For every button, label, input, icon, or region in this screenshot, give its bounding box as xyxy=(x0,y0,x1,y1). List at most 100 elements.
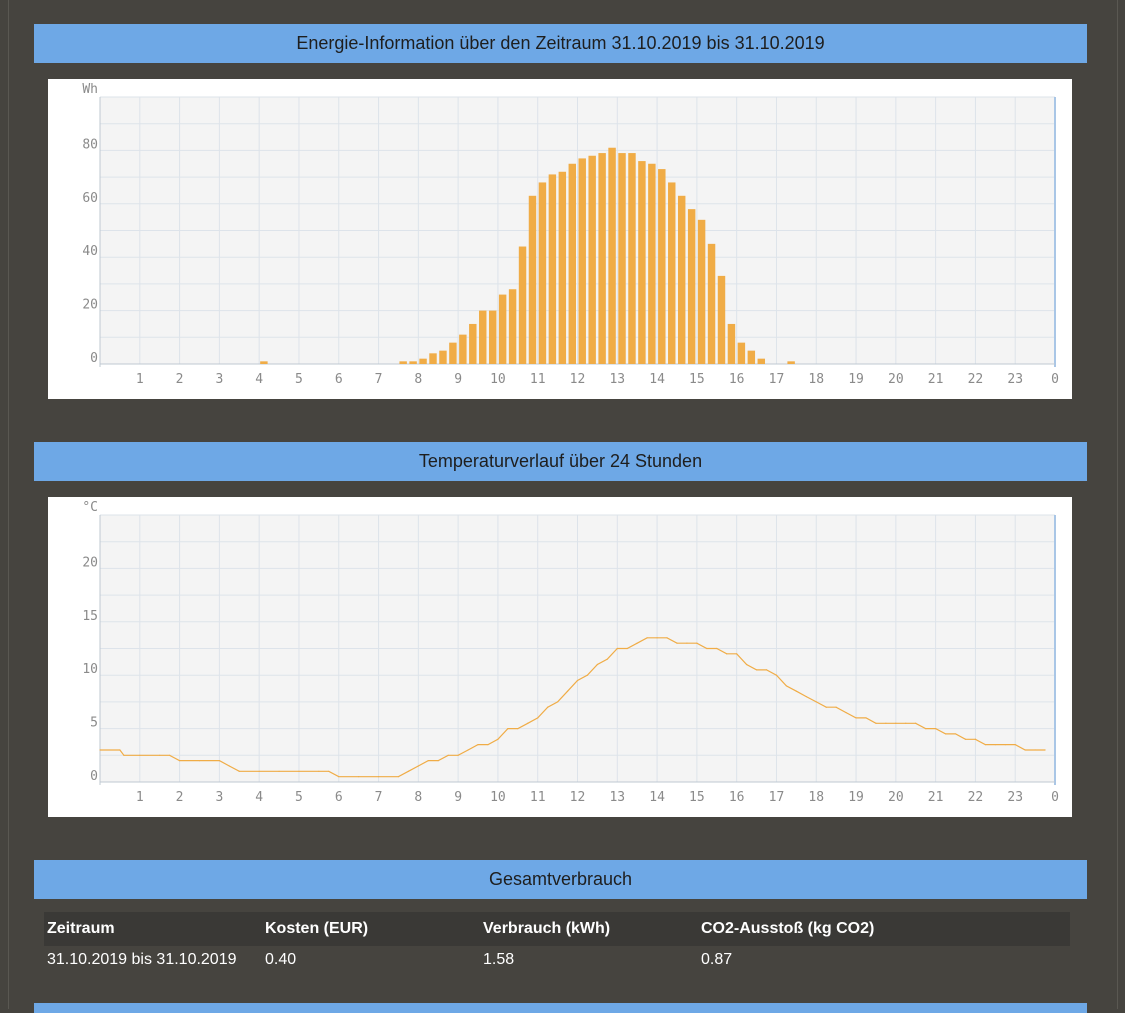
x-tick-label: 13 xyxy=(609,372,625,387)
energy-bar xyxy=(568,163,576,364)
temperature-point xyxy=(994,744,996,746)
y-tick-label: 0 xyxy=(90,351,98,366)
temperature-point xyxy=(123,754,125,756)
energy-bar xyxy=(658,169,666,364)
energy-bar xyxy=(668,182,676,364)
temperature-point xyxy=(447,754,449,756)
energy-bar xyxy=(459,334,467,364)
energy-bar xyxy=(419,358,427,364)
x-tick-label: 2 xyxy=(176,372,184,387)
temperature-point xyxy=(726,653,728,655)
energy-bar xyxy=(757,358,766,364)
temperature-point xyxy=(656,637,658,639)
x-tick-label: 18 xyxy=(808,790,824,805)
x-tick-label: 0 xyxy=(1051,790,1059,805)
x-tick-label: 1 xyxy=(136,372,144,387)
temperature-point xyxy=(437,760,439,762)
x-tick-label: 23 xyxy=(1007,372,1023,387)
x-tick-label: 12 xyxy=(570,790,586,805)
temperature-point xyxy=(338,776,340,778)
temperature-point xyxy=(875,722,877,724)
temperature-point xyxy=(1044,749,1046,751)
column-header-verbrauch: Verbrauch (kWh) xyxy=(480,912,698,946)
temperature-point xyxy=(169,754,171,756)
temperature-point xyxy=(805,695,807,698)
temperature-point xyxy=(785,685,788,687)
temperature-point xyxy=(328,770,330,772)
temperature-point xyxy=(586,674,589,676)
energy-bar xyxy=(638,161,646,364)
energy-bar xyxy=(578,158,586,364)
y-tick-label: 5 xyxy=(90,716,98,731)
energy-bar xyxy=(648,163,656,364)
x-tick-label: 11 xyxy=(530,790,546,805)
temperature-point xyxy=(99,749,101,751)
x-tick-label: 20 xyxy=(888,790,904,805)
y-tick-label: 40 xyxy=(82,244,98,259)
temperature-point xyxy=(278,770,280,772)
temperature-point xyxy=(954,733,957,735)
temperature-point xyxy=(547,706,549,708)
temperature-point xyxy=(696,642,698,644)
temperature-point xyxy=(507,728,509,730)
energy-bar xyxy=(498,294,507,364)
x-tick-label: 7 xyxy=(375,372,383,387)
x-tick-label: 4 xyxy=(255,790,263,805)
temperature-point xyxy=(318,770,320,772)
cell-co2: 0.87 xyxy=(701,951,733,968)
x-tick-label: 22 xyxy=(968,790,984,805)
energy-bar xyxy=(399,361,407,364)
temperature-point xyxy=(765,669,768,671)
temperature-section-header: Temperaturverlauf über 24 Stunden xyxy=(34,442,1087,481)
temperature-point xyxy=(517,728,519,730)
x-tick-label: 15 xyxy=(689,790,705,805)
temperature-point xyxy=(417,765,419,767)
x-tick-label: 10 xyxy=(490,790,506,805)
energy-bar xyxy=(608,147,616,364)
x-tick-label: 17 xyxy=(769,372,785,387)
summary-header-row: Zeitraum Kosten (EUR) Verbrauch (kWh) CO… xyxy=(44,912,1070,946)
temperature-point xyxy=(358,776,360,778)
temperature-point xyxy=(855,717,857,719)
table-row: 31.10.2019 bis 31.10.2019 0.40 1.58 0.87 xyxy=(44,946,1070,974)
temperature-point xyxy=(865,717,867,719)
temperature-chart: 0 5 10 15 20 °C 1 2 3 4 5 6 7 8 9 10 11 12 13 14 15 16 17 18 19 2… xyxy=(48,497,1072,817)
temperature-point xyxy=(686,642,688,644)
y-tick-label: 80 xyxy=(82,137,98,152)
energy-bar xyxy=(747,350,756,364)
temperature-point xyxy=(467,749,469,751)
energy-bar xyxy=(548,174,557,364)
summary-table-wrap: Zeitraum Kosten (EUR) Verbrauch (kWh) CO… xyxy=(44,912,1070,974)
temperature-point xyxy=(198,760,201,762)
temperature-point xyxy=(407,770,409,772)
energy-bar xyxy=(409,361,417,364)
energy-bar xyxy=(538,182,547,364)
temperature-point xyxy=(746,663,748,666)
temperature-point xyxy=(964,738,967,740)
cell-kosten: 0.40 xyxy=(265,951,297,968)
x-tick-label: 17 xyxy=(769,790,785,805)
x-tick-label: 19 xyxy=(848,790,864,805)
summary-section-header: Gesamtverbrauch xyxy=(34,860,1087,899)
temperature-point xyxy=(159,754,161,756)
x-tick-label: 1 xyxy=(136,790,144,805)
temperature-point xyxy=(885,722,887,724)
temperature-point xyxy=(915,722,917,724)
temperature-point xyxy=(1004,744,1006,746)
x-tick-label: 21 xyxy=(928,372,944,387)
temperature-point xyxy=(676,642,678,644)
energy-bar xyxy=(787,361,795,364)
x-tick-label: 12 xyxy=(570,372,586,387)
energy-bar xyxy=(588,155,596,364)
temperature-point xyxy=(228,765,230,767)
y-tick-label: 15 xyxy=(82,609,98,624)
temperature-point xyxy=(119,749,121,751)
temperature-point xyxy=(825,706,827,708)
y-axis-unit-label: Wh xyxy=(82,82,98,97)
column-header-zeitraum: Zeitraum xyxy=(44,912,262,946)
x-tick-label: 0 xyxy=(1051,372,1059,387)
temperature-point xyxy=(935,728,937,730)
energy-bar xyxy=(618,153,626,364)
x-tick-label: 23 xyxy=(1007,790,1023,805)
